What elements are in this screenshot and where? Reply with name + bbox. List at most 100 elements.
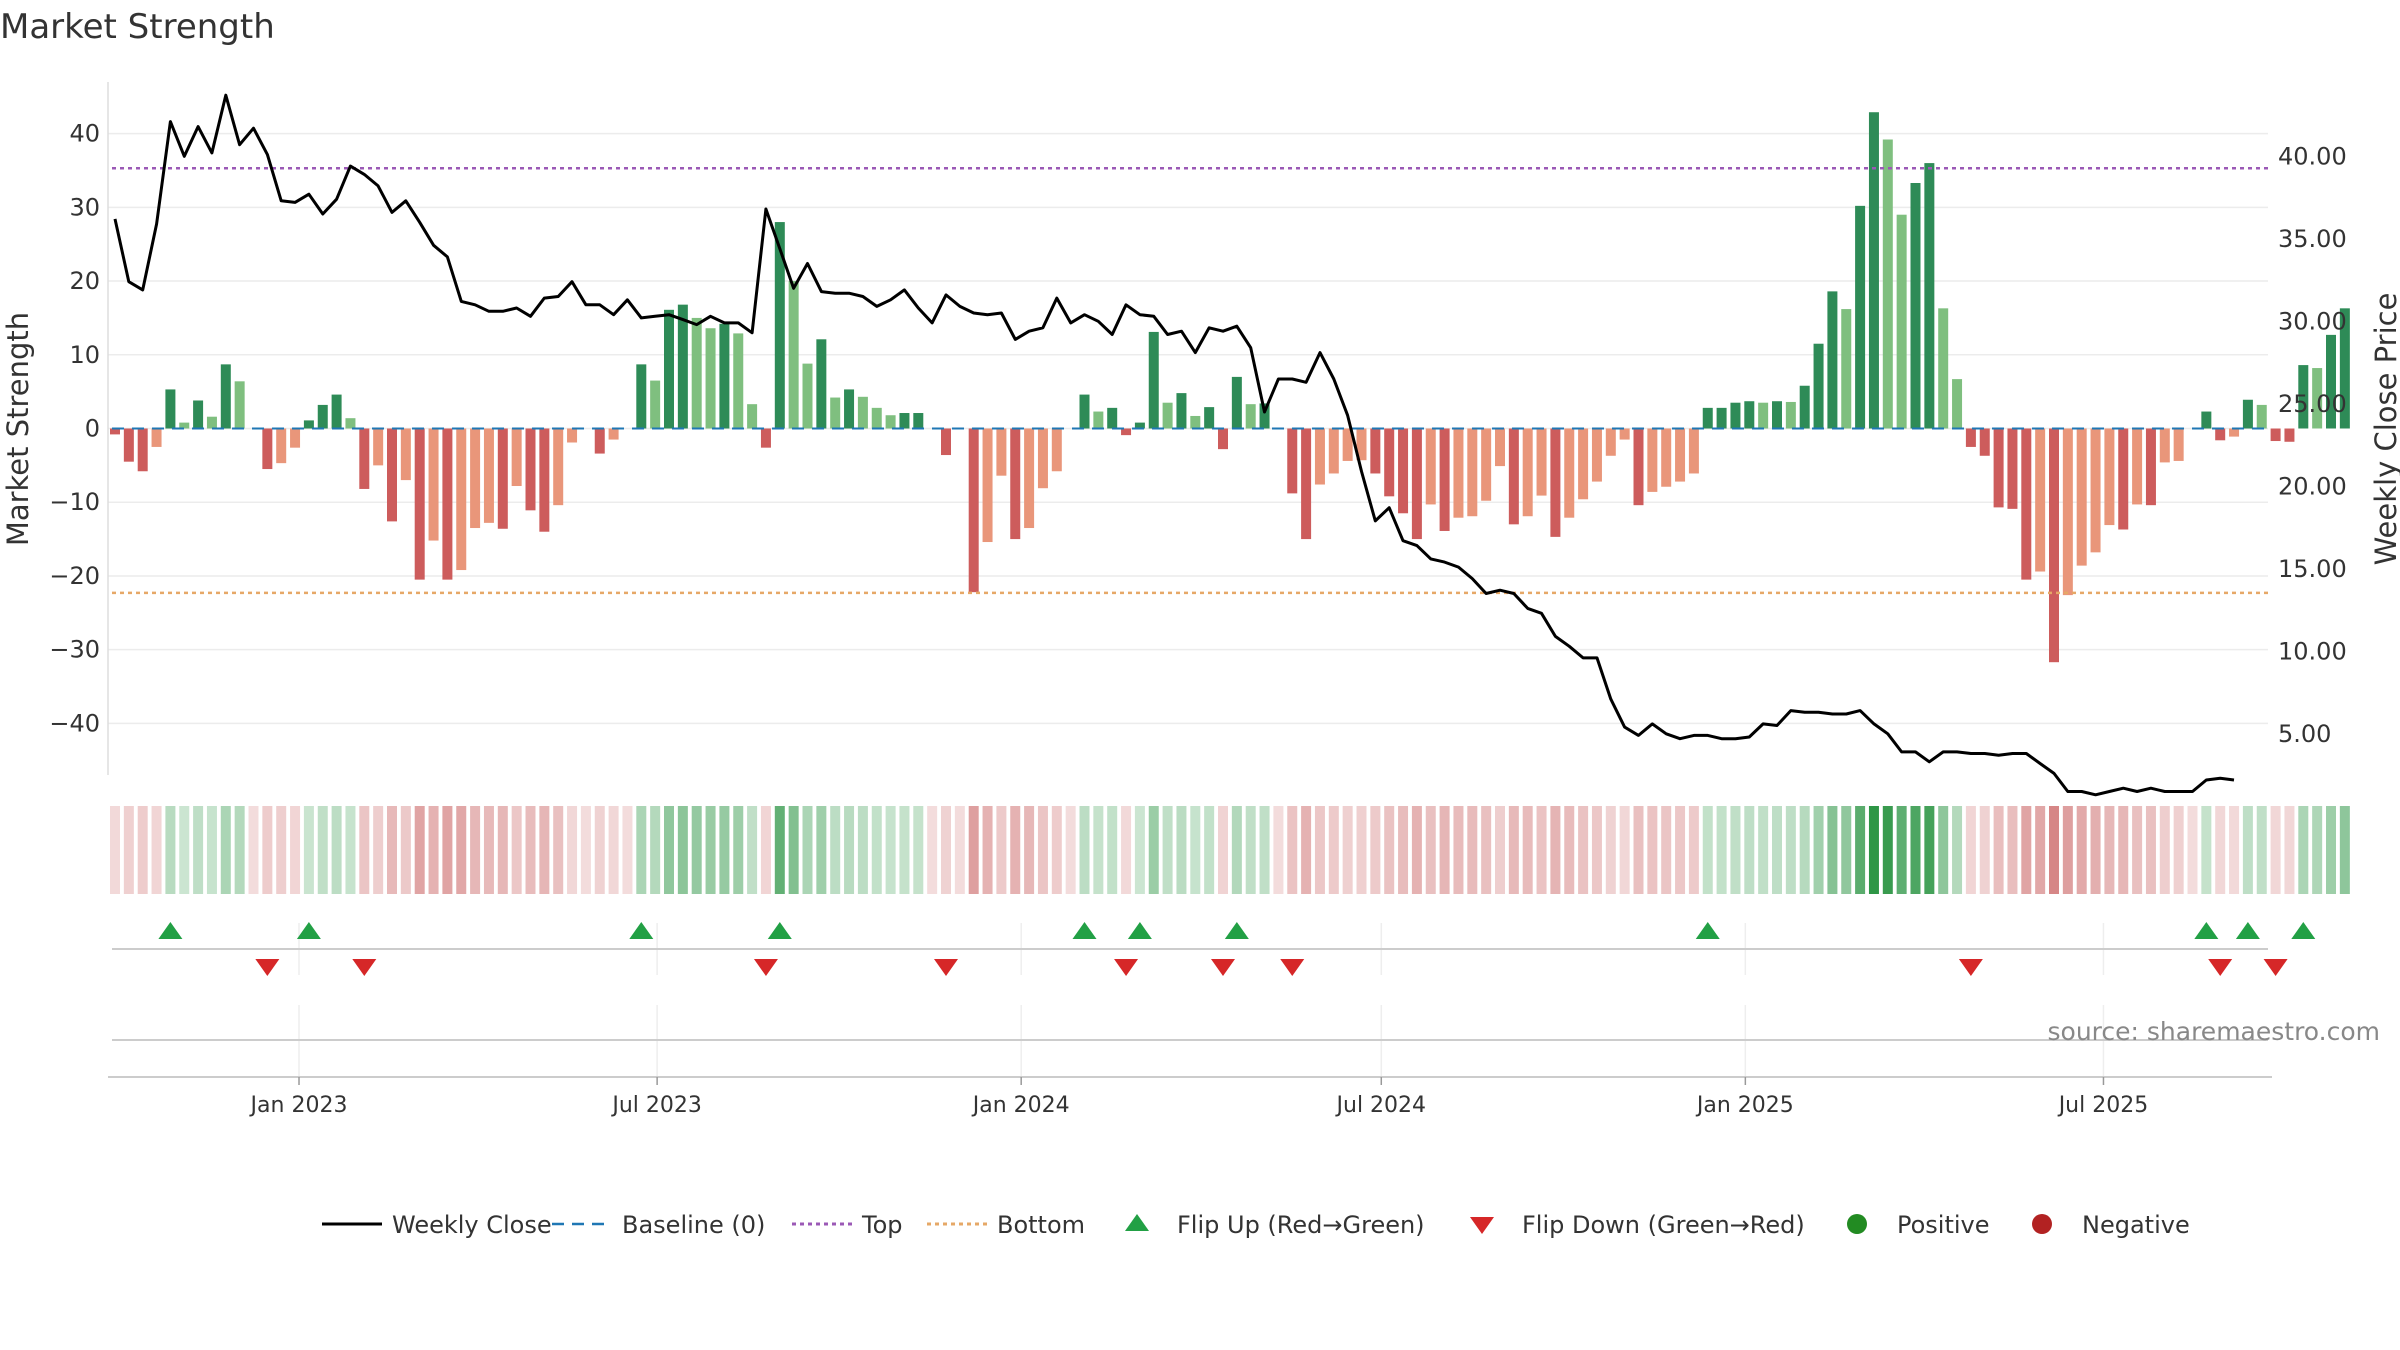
heat-cell bbox=[899, 806, 910, 894]
heat-cell bbox=[2118, 806, 2129, 894]
strength-bar bbox=[1744, 401, 1755, 429]
flip-down-marker bbox=[352, 959, 377, 976]
right-axis-label: Weekly Close Price bbox=[2369, 293, 2400, 566]
heat-cell bbox=[2201, 806, 2212, 894]
strength-bar bbox=[276, 428, 287, 464]
heat-cell bbox=[1301, 806, 1312, 894]
strength-bar bbox=[1121, 428, 1132, 436]
strength-bar bbox=[719, 323, 730, 429]
heat-cell bbox=[1772, 806, 1782, 894]
right-tick-label: 5.00 bbox=[2278, 720, 2331, 748]
flip-down-marker bbox=[1280, 959, 1305, 976]
vertical-gridlines bbox=[298, 923, 2105, 1077]
x-tick-label: Jul 2023 bbox=[610, 1093, 702, 1118]
strength-bar bbox=[317, 404, 328, 429]
strength-bar bbox=[1024, 428, 1035, 529]
heat-cell bbox=[248, 806, 259, 894]
heat-cell bbox=[151, 806, 162, 894]
strength-bar bbox=[733, 333, 744, 429]
x-axis-ticks: Jan 2023 Jul 2023 Jan 2024 Jul 2024 Jan 2025… bbox=[249, 1077, 2148, 1118]
heat-cell bbox=[123, 806, 134, 894]
legend-item: Baseline (0) bbox=[552, 1211, 765, 1239]
strength-bar bbox=[982, 428, 993, 543]
strength-bar bbox=[1259, 403, 1270, 429]
strength-bar bbox=[359, 428, 370, 489]
strength-bar bbox=[2215, 428, 2226, 441]
strength-bar bbox=[1827, 291, 1838, 429]
heat-cell bbox=[1273, 806, 1284, 894]
heat-cell bbox=[2021, 806, 2032, 894]
heat-cell bbox=[2229, 806, 2240, 894]
legend-label: Top bbox=[861, 1211, 903, 1239]
left-tick-label: 40 bbox=[69, 120, 100, 148]
heat-cell bbox=[857, 806, 868, 894]
heat-cell bbox=[1245, 806, 1256, 894]
strength-bar bbox=[470, 428, 481, 529]
heat-cell bbox=[1148, 806, 1159, 894]
strength-bar bbox=[1536, 428, 1547, 496]
heat-cell bbox=[2284, 806, 2295, 894]
strength-bar bbox=[760, 428, 771, 448]
heat-cell bbox=[996, 806, 1007, 894]
strength-bar bbox=[1938, 308, 1949, 429]
heat-cell bbox=[110, 806, 120, 894]
heat-cell bbox=[1952, 806, 1963, 894]
heat-cell bbox=[1827, 806, 1838, 894]
strength-bar bbox=[1522, 428, 1533, 517]
strength-bar bbox=[636, 364, 647, 429]
strength-bar bbox=[1661, 428, 1672, 487]
heat-cell bbox=[483, 806, 494, 894]
strength-bar bbox=[1051, 428, 1062, 472]
heat-cell bbox=[1508, 806, 1519, 894]
strength-bar bbox=[2090, 428, 2101, 553]
heat-cell bbox=[1121, 806, 1132, 894]
strength-bar bbox=[373, 428, 384, 466]
heat-cell bbox=[1287, 806, 1298, 894]
heat-cell bbox=[2173, 806, 2184, 894]
strength-bar bbox=[1702, 407, 1713, 429]
heat-cell bbox=[1979, 806, 1990, 894]
legend-label: Weekly Close bbox=[392, 1211, 552, 1239]
heat-cell bbox=[2256, 806, 2267, 894]
main-plot: −40 −30 −20 −10 0 10 20 30 40 5.00 10.00 15.00 20.0… bbox=[1, 82, 2400, 1077]
chart-title: Market Strength bbox=[0, 7, 275, 47]
heat-cell bbox=[1093, 806, 1104, 894]
strength-bar bbox=[968, 428, 979, 593]
strength-bar bbox=[110, 428, 120, 435]
heat-cell bbox=[830, 806, 841, 894]
strength-bar bbox=[1578, 428, 1589, 500]
strength-bar bbox=[844, 389, 855, 429]
strength-bar bbox=[1093, 411, 1104, 429]
strength-bar bbox=[1370, 428, 1381, 474]
flip-up-marker bbox=[1127, 922, 1152, 939]
heat-cell bbox=[137, 806, 148, 894]
flip-up-marker bbox=[2194, 922, 2219, 939]
heat-cell bbox=[262, 806, 273, 894]
strength-bar bbox=[165, 389, 176, 429]
strength-bar bbox=[705, 328, 716, 429]
legend-label: Bottom bbox=[997, 1211, 1085, 1239]
strength-bar bbox=[1952, 379, 1963, 429]
heat-cell bbox=[2007, 806, 2018, 894]
strength-bar bbox=[1993, 428, 2004, 508]
left-axis-label: Market Strength bbox=[1, 312, 35, 546]
heat-cell bbox=[553, 806, 564, 894]
strength-bar bbox=[1176, 393, 1187, 429]
heat-cell bbox=[871, 806, 882, 894]
x-tick-label: Jul 2024 bbox=[1335, 1093, 1427, 1118]
flip-markers bbox=[158, 922, 2316, 976]
left-tick-label: 10 bbox=[69, 341, 100, 369]
heat-cell bbox=[2062, 806, 2073, 894]
legend-item: Positive bbox=[1847, 1211, 1990, 1239]
strength-bar bbox=[1079, 394, 1090, 429]
strength-bar bbox=[747, 404, 758, 429]
left-axis-ticks: −40 −30 −20 −10 0 10 20 30 40 bbox=[49, 120, 100, 738]
left-tick-label: 20 bbox=[69, 267, 100, 295]
legend-item: Flip Down (Green→Red) bbox=[1470, 1211, 1805, 1239]
strength-bar bbox=[234, 381, 245, 429]
flip-up-marker bbox=[158, 922, 183, 939]
heat-cell bbox=[760, 806, 771, 894]
heat-cell bbox=[1536, 806, 1547, 894]
strength-bar bbox=[1508, 428, 1519, 525]
strength-bar bbox=[1688, 428, 1699, 474]
